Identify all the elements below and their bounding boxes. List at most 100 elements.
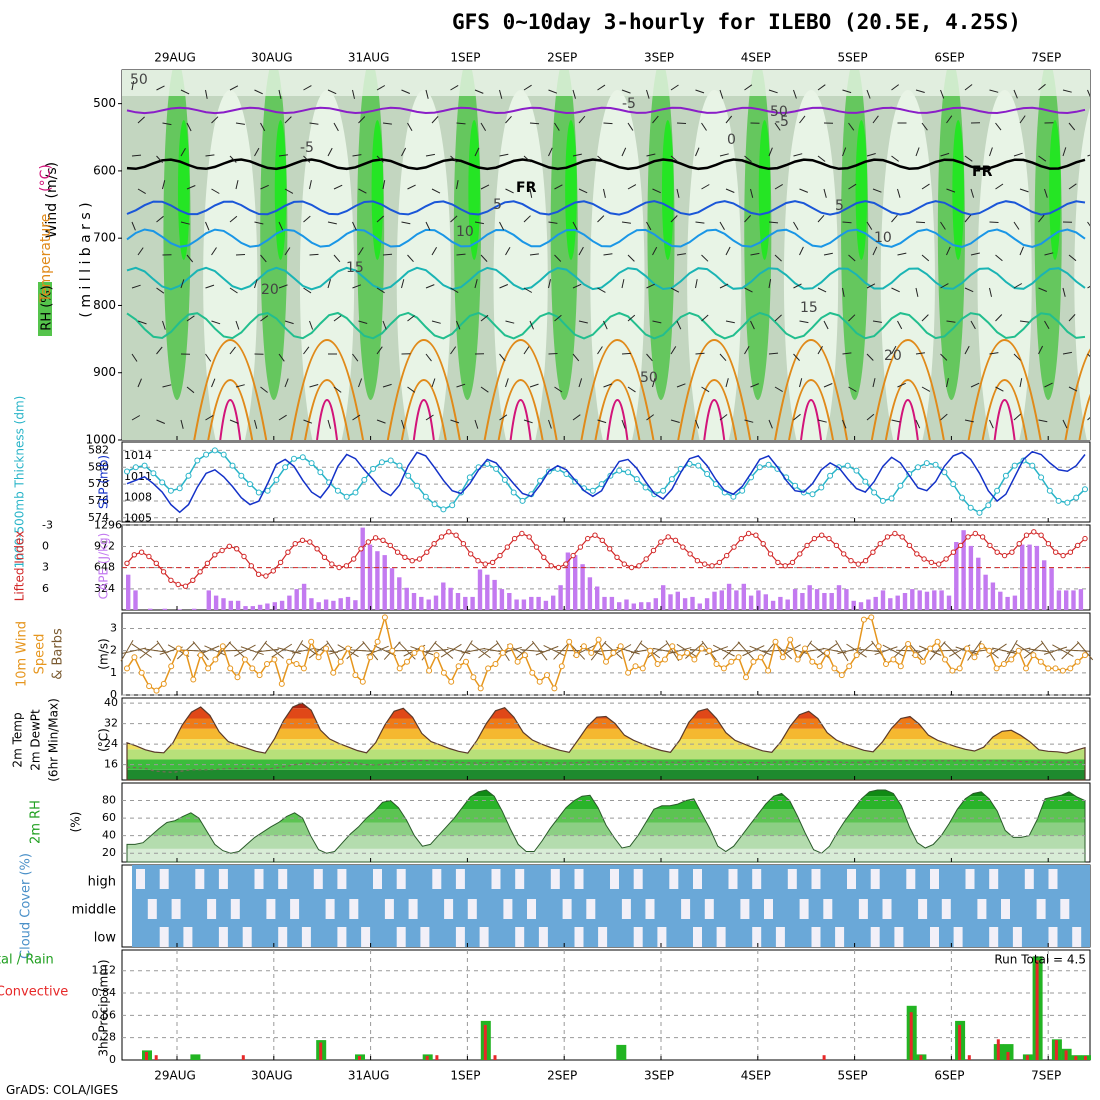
cape-bar	[954, 542, 959, 610]
thickness-line-point	[211, 447, 218, 454]
lifted-index-point	[446, 529, 452, 535]
wind-barb	[186, 185, 196, 190]
wind-barb	[1068, 314, 1076, 322]
thickness-line-point	[185, 472, 192, 479]
cape-bar	[844, 589, 849, 610]
wind-barb	[970, 188, 975, 198]
thickness-line-point	[827, 472, 834, 479]
thickness-line-point	[422, 493, 429, 500]
wind-barb	[1094, 378, 1096, 387]
wind-barb	[1087, 285, 1090, 289]
wind-barb	[603, 253, 613, 256]
cloud-gap	[218, 869, 228, 889]
rh-saturated-core	[661, 120, 674, 260]
cloud-gap	[278, 869, 288, 889]
wind-barb	[180, 279, 185, 289]
wind-speed-line-point	[286, 658, 293, 665]
wind-barb	[793, 221, 799, 230]
lifted-index-point	[724, 552, 730, 559]
ylabel-rh: RH (%)	[40, 285, 55, 330]
wind-barb	[970, 320, 976, 330]
wind-speed-line-point	[190, 676, 197, 683]
thickness-line-point	[765, 461, 772, 468]
lifted-index-point	[621, 561, 627, 567]
precip-tick-label: 0.56	[92, 1008, 117, 1021]
wind-barb-10m	[1043, 646, 1068, 655]
wind-barb	[891, 287, 900, 293]
wind-barb	[915, 147, 920, 157]
wind-barb	[407, 386, 416, 393]
precip-convective-bar	[425, 1056, 429, 1060]
wind-barb	[1019, 320, 1029, 323]
cloud-gap	[669, 869, 679, 889]
wind-barb	[921, 254, 930, 262]
wind-speed-line-point	[404, 658, 410, 665]
wind-speed-line-point	[529, 669, 536, 676]
lifted-index-point	[687, 551, 693, 557]
thickness-line-point	[871, 489, 878, 496]
lifted-index-point	[1016, 541, 1022, 547]
lifted-index-point	[914, 551, 920, 557]
wind-barb	[554, 122, 560, 131]
cloud-gap	[693, 927, 702, 947]
wind-speed-line-point	[691, 656, 698, 663]
wind-speed-line-point	[1052, 665, 1059, 672]
lifted-index-point	[1001, 552, 1008, 559]
wind-barb	[156, 346, 163, 355]
wind-barb	[1044, 188, 1048, 198]
slp-tick-label: 1011	[124, 470, 152, 483]
wind-barb	[425, 414, 434, 421]
lifted-index-point	[387, 542, 393, 549]
temperature-contour-35	[703, 399, 726, 440]
wind-barb	[744, 84, 753, 91]
thickness-line-point	[352, 489, 359, 496]
wind-barb	[572, 414, 581, 421]
cloud-gap	[562, 899, 572, 919]
wind-barb	[278, 89, 282, 99]
temperature-contour-30	[691, 379, 738, 440]
wind-barb	[823, 320, 829, 330]
cloud-gap	[621, 899, 631, 919]
cape-bar	[529, 596, 534, 610]
wind-barb	[401, 147, 407, 157]
cape-bar	[265, 603, 270, 610]
wind-barb	[946, 246, 951, 256]
wind-barb	[750, 383, 759, 388]
wind-barb	[327, 221, 337, 225]
wind-barb	[793, 153, 803, 157]
rh-dry-column	[396, 90, 451, 440]
wind-speed-line-point	[293, 661, 300, 667]
lifted-index-point	[336, 564, 342, 571]
wind-barb	[744, 287, 753, 293]
temperature-contour-30	[400, 379, 447, 440]
wind-speed-line-point	[765, 667, 772, 674]
cloud-gap	[159, 927, 169, 947]
ylabel-temp-unit: (°C)	[97, 728, 111, 752]
wind-barb	[799, 378, 803, 388]
precip-convective-bar	[909, 1012, 913, 1060]
wind-barb	[131, 284, 141, 289]
wind-barb	[229, 287, 238, 294]
wind-barb	[137, 116, 145, 124]
wind-barb	[597, 287, 606, 293]
wind-barb	[768, 419, 773, 429]
wind-barb	[823, 188, 827, 198]
wind-barb	[989, 419, 994, 429]
wind-barb	[333, 184, 343, 190]
temperature-contour-25	[386, 339, 461, 440]
wind-speed-line-point	[256, 672, 263, 679]
wind-barb	[866, 353, 874, 361]
temperature-contour-30	[788, 379, 835, 440]
wind-barb	[137, 320, 147, 325]
wind-speed-line-point	[610, 649, 617, 656]
wind-barb	[358, 188, 367, 194]
temperature-contour-25	[483, 339, 558, 440]
wind-speed-line-point	[698, 645, 705, 652]
ylabel-temperature-unit: (°C)	[38, 164, 54, 192]
cloud-gap	[1012, 927, 1022, 947]
wind-speed-line-point	[669, 643, 676, 650]
wind-barb	[866, 413, 875, 421]
wind-barb-10m	[1040, 640, 1056, 661]
temperature-contour-30	[497, 379, 544, 440]
